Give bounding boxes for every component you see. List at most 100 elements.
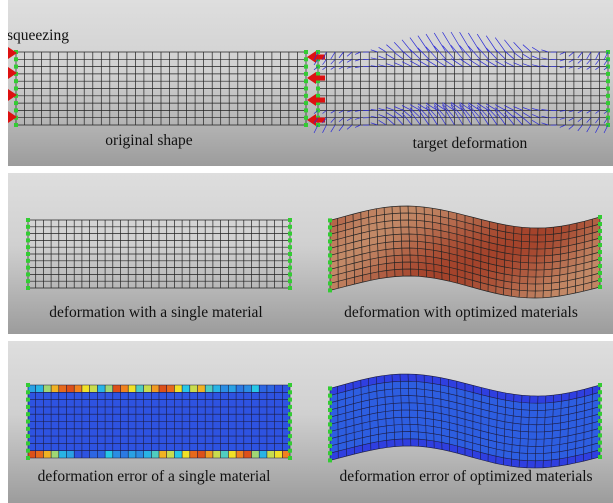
material-cell	[488, 270, 497, 280]
displacement-vector	[541, 57, 549, 60]
optimized-material-mesh-vline	[431, 208, 435, 279]
error-cell	[393, 402, 402, 411]
error-cell	[337, 405, 346, 416]
error-cell	[465, 426, 473, 436]
displacement-vector	[346, 117, 353, 122]
displacement-vector	[409, 37, 421, 53]
material-cell	[402, 262, 411, 270]
material-cell	[394, 262, 403, 270]
error-cell	[97, 436, 106, 444]
error-cell	[513, 408, 522, 417]
optimized-material-anchor-node	[328, 288, 332, 293]
optimized-material-mesh-vline	[495, 223, 499, 294]
displacement-vector	[595, 110, 600, 114]
material-cell	[495, 286, 504, 295]
error-cell	[504, 436, 513, 445]
error-cell	[120, 392, 129, 400]
optimized-material-mesh-vline	[487, 221, 490, 292]
material-cell	[591, 280, 600, 290]
error-cell	[345, 389, 354, 399]
error-cell	[385, 396, 394, 405]
displacement-vector	[330, 66, 336, 70]
material-cell	[426, 270, 435, 279]
material-cell	[519, 276, 528, 284]
material-cell	[535, 269, 545, 277]
error-cell	[35, 406, 44, 415]
error-cell	[575, 446, 584, 456]
error-cell	[159, 399, 167, 407]
error-cell	[567, 448, 576, 458]
error-cell	[35, 450, 44, 458]
material-cell	[559, 273, 568, 283]
error-cell	[259, 414, 267, 422]
error-cell	[400, 374, 409, 382]
error-cell	[575, 454, 584, 463]
error-cell	[496, 427, 505, 437]
material-cell	[560, 252, 569, 262]
displacement-vector	[338, 110, 344, 114]
error-cell	[394, 431, 403, 440]
error-cell	[434, 441, 442, 450]
error-cell	[236, 443, 244, 451]
optimized-material-anchor-node	[598, 215, 602, 219]
error-cell	[112, 428, 121, 437]
error-cell	[51, 421, 59, 429]
displacement-vector	[476, 46, 489, 60]
material-cell	[496, 265, 505, 274]
displacement-vector	[322, 117, 327, 124]
material-cell	[425, 256, 434, 265]
error-cell	[330, 443, 339, 454]
single-material-anchor-node	[288, 279, 292, 284]
error-cell	[112, 399, 121, 407]
optimized-material-anchor-node	[328, 239, 332, 244]
single-material-mesh	[27, 219, 291, 289]
error-cell	[243, 414, 252, 422]
displacement-vector	[378, 55, 387, 60]
error-cell	[143, 399, 152, 407]
single-material-anchor-node	[26, 279, 30, 284]
error-cell	[512, 437, 521, 446]
displacement-vector	[442, 32, 455, 53]
error-cell	[143, 450, 152, 458]
material-cell	[369, 243, 378, 253]
material-cell	[433, 236, 442, 245]
displacement-vector	[531, 47, 540, 53]
optimized-material-mesh-vline	[423, 207, 427, 278]
error-optimized-mesh-vline	[423, 375, 427, 448]
material-cell	[551, 282, 560, 291]
displacement-vector	[513, 114, 523, 126]
displacement-vector	[532, 108, 540, 111]
error-optimized-mesh-vline	[550, 395, 554, 468]
error-cell	[51, 392, 59, 400]
material-cell	[536, 262, 545, 270]
error-cell	[220, 443, 229, 451]
error-optimized-mesh-vline	[399, 374, 404, 447]
error-cell	[243, 428, 252, 437]
error-cell	[266, 392, 275, 400]
error-cell	[81, 406, 90, 415]
error-cell	[251, 443, 260, 451]
error-cell	[536, 417, 545, 425]
error-optimized-anchor-node	[598, 397, 602, 402]
error-cell	[345, 396, 354, 406]
material-cell	[543, 269, 553, 277]
error-cell	[567, 434, 576, 444]
error-optimized-mesh-vline	[448, 379, 450, 452]
error-cell	[362, 421, 371, 431]
target-shape-anchor-node	[316, 101, 320, 106]
original-shape-anchor-node	[304, 115, 308, 120]
displacement-vector	[568, 58, 575, 63]
displacement-vector	[541, 49, 549, 53]
error-cell	[43, 428, 52, 437]
material-cell	[440, 216, 449, 226]
material-cell	[449, 267, 458, 277]
arrow-shaft	[314, 54, 325, 60]
error-cell	[89, 399, 98, 407]
displacement-vector	[513, 106, 523, 111]
error-cell	[480, 437, 489, 448]
error-single-anchor-node	[288, 397, 292, 402]
single-material-anchor-node	[288, 238, 292, 243]
displacement-vector	[494, 110, 506, 126]
error-cell	[368, 376, 377, 386]
original-shape-anchor-node	[304, 101, 308, 106]
